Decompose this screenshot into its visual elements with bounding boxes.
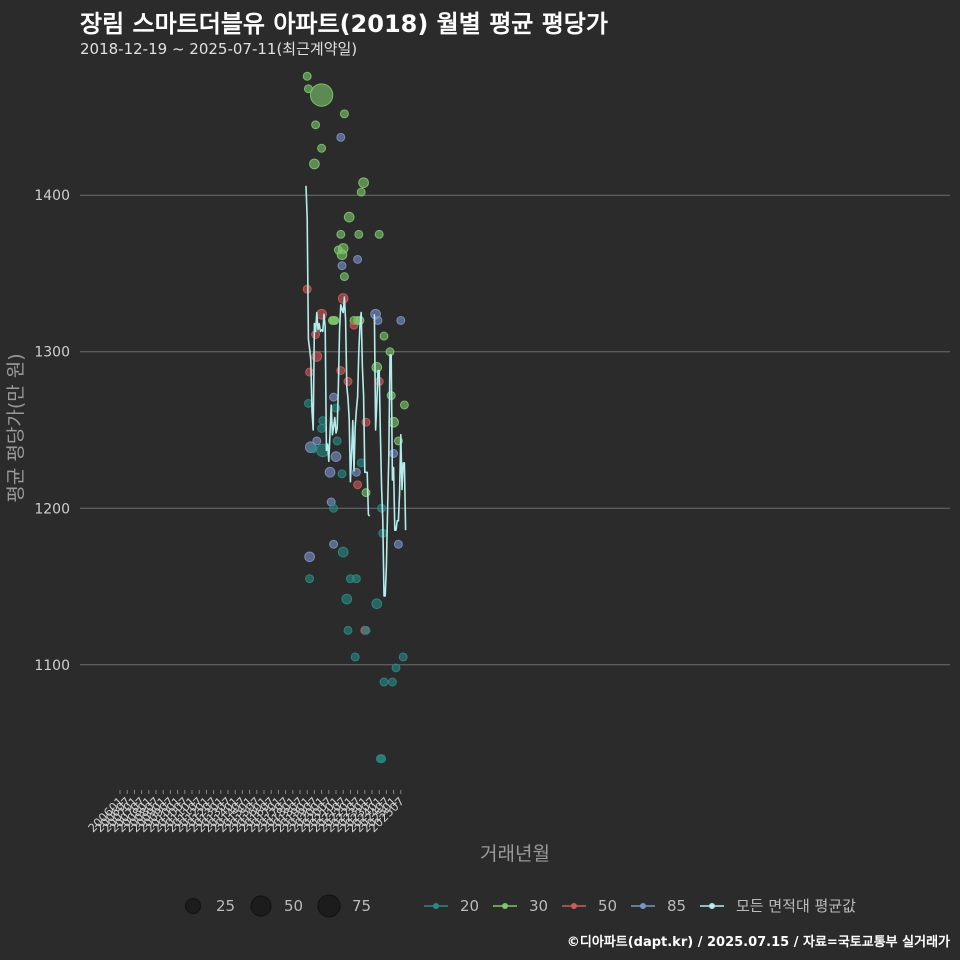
y-tick-label: 1200 — [34, 501, 70, 517]
legend-key-dot — [640, 903, 646, 909]
legend-key-dot — [433, 903, 439, 909]
legend-size-marker-50 — [250, 895, 272, 917]
y-axis-ticks: 1100 1200 1300 1400 — [34, 188, 70, 674]
source-credit: ©디아파트(dapt.kr) / 2025.07.15 / 자료=국토교통부 실… — [566, 935, 950, 950]
data-point-20 — [377, 754, 387, 764]
x-axis-ticks: 2006012006072007012007072008012008072009… — [85, 790, 407, 835]
legend-area-label: 50 — [598, 897, 617, 915]
data-point-30 — [371, 362, 383, 373]
data-point-30 — [343, 211, 355, 223]
data-point-50 — [353, 480, 363, 490]
data-point-85 — [324, 466, 336, 478]
data-point-20 — [343, 625, 353, 635]
data-point-20 — [351, 574, 361, 584]
data-point-30 — [309, 158, 320, 170]
legend-size-marker-25 — [185, 898, 201, 914]
data-point-85 — [393, 539, 403, 549]
data-point-20 — [341, 593, 353, 605]
legend-area-label: 모든 면적대 평균값 — [736, 897, 856, 915]
y-tick-label: 1300 — [34, 345, 70, 361]
legend-area-label: 30 — [529, 897, 548, 915]
legend-size-label: 50 — [284, 897, 303, 915]
data-point-30 — [339, 109, 349, 119]
data-point-30 — [302, 71, 312, 81]
data-point-20 — [337, 469, 347, 479]
chart-subtitle: 2018-12-19 ~ 2025-07-11(최근계약일) — [80, 40, 358, 58]
data-point-30 — [311, 120, 321, 130]
legend-area-label: 20 — [460, 897, 479, 915]
data-point-50 — [305, 367, 315, 377]
average-line — [373, 314, 407, 597]
data-point-85 — [353, 254, 363, 264]
legend-area-label: 85 — [667, 897, 686, 915]
average-line — [305, 185, 371, 517]
data-point-20 — [350, 652, 360, 662]
data-point-50 — [343, 377, 353, 386]
y-tick-label: 1100 — [34, 658, 70, 674]
legend-key-dot — [709, 903, 715, 909]
y-axis-label: 평균 평당가(만 원) — [5, 353, 27, 502]
data-point-30 — [309, 83, 334, 107]
data-point-20 — [361, 625, 371, 635]
data-point-30 — [337, 243, 349, 254]
data-point-85 — [304, 551, 315, 563]
data-point-20 — [398, 652, 408, 662]
data-point-20 — [331, 403, 341, 413]
data-point-30 — [358, 177, 369, 189]
data-point-85 — [336, 132, 346, 142]
data-point-30 — [374, 229, 384, 239]
data-point-30 — [379, 331, 389, 341]
legend-key-dot — [571, 903, 577, 909]
data-point-30 — [336, 229, 346, 239]
legend-size-label: 75 — [352, 897, 371, 915]
data-point-85 — [329, 392, 339, 402]
data-point-30 — [317, 143, 327, 153]
data-point-30 — [361, 488, 371, 498]
data-point-20 — [317, 423, 327, 433]
data-point-30 — [399, 400, 409, 410]
data-point-30 — [388, 416, 399, 428]
data-point-30 — [354, 229, 364, 239]
data-point-20 — [387, 677, 397, 687]
legend-size-marker-75 — [317, 894, 341, 918]
data-point-30 — [356, 187, 366, 197]
y-tick-label: 1400 — [34, 188, 70, 204]
data-point-85 — [389, 449, 399, 458]
data-point-20 — [379, 677, 389, 687]
legend: 25 50 75 20 30 50 85 모든 면적대 평균값 — [185, 894, 856, 918]
data-point-30 — [330, 315, 340, 325]
data-point-20 — [308, 444, 318, 454]
average-line-layer — [305, 185, 407, 597]
data-point-20 — [332, 436, 342, 446]
data-point-85 — [330, 451, 342, 462]
legend-size-label: 25 — [216, 897, 235, 915]
data-point-85 — [396, 315, 406, 325]
data-point-85 — [312, 436, 322, 446]
data-point-20 — [391, 663, 401, 673]
chart-title: 장림 스마트더블유 아파트(2018) 월별 평균 평당가 — [80, 10, 608, 38]
data-point-85 — [329, 539, 339, 549]
data-point-20 — [337, 546, 349, 558]
data-point-20 — [371, 598, 383, 610]
data-point-20 — [305, 574, 315, 584]
x-axis-label: 거래년월 — [480, 843, 550, 865]
gridlines — [80, 194, 950, 666]
scatter-points — [302, 71, 409, 764]
data-point-30 — [339, 272, 349, 282]
legend-key-dot — [502, 903, 508, 909]
data-point-20 — [329, 503, 339, 513]
data-point-50 — [337, 293, 349, 304]
data-point-85 — [337, 261, 347, 271]
